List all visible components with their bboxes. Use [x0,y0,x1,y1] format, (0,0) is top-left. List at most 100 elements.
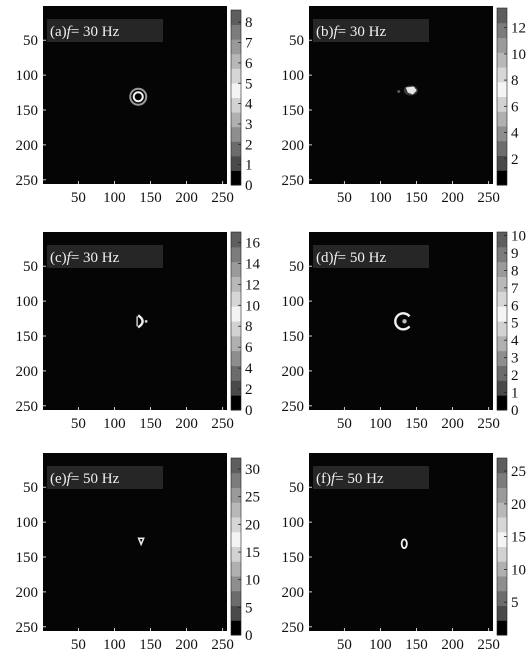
colorbar-segment [497,380,507,396]
colorbar-segment [231,53,241,69]
panel-label-prefix: (a) [50,24,67,40]
colorbar-tick-label: 16 [245,235,261,251]
panel-label-prefix: (b) [316,24,334,40]
panel-label-text: (f)f= 50 Hz [316,471,384,487]
inner-ring [132,91,144,103]
panel-label-box [47,19,163,42]
y-tick-label: 200 [16,585,39,601]
x-tick-label: 150 [139,637,162,653]
panel-label-text: (e)f= 50 Hz [50,471,120,487]
panel-label-box [313,19,429,42]
colorbar-segment [231,472,241,488]
colorbar-segment [497,140,507,156]
colorbar: 5 10 15 20 25 [496,457,526,636]
y-tick-label: 100 [16,68,39,84]
y-tick-label: 100 [282,515,305,531]
colorbar-segment [231,487,241,503]
x-tick-label: 200 [175,416,198,432]
colorbar-segment [231,24,241,40]
y-tick-label: 250 [16,173,39,189]
colorbar-segment [497,306,507,322]
x-tick-label: 100 [369,637,392,653]
x-tick-label: 250 [477,190,500,206]
colorbar-tick-label: 3 [511,351,519,367]
colorbar-segment [231,561,241,577]
colorbar-segment [497,487,507,503]
colorbar-segment [497,291,507,307]
colorbar-segment [231,141,241,157]
colorbar-segment [231,502,241,518]
colorbar-tick-label: 1 [511,386,519,402]
y-tick-label: 50 [23,259,38,275]
y-tick-label: 200 [16,364,39,380]
x-tick-label: 250 [211,416,234,432]
colorbar-segment [231,39,241,55]
colorbar-segment [497,365,507,381]
y-tick-label: 200 [282,585,305,601]
colorbar-tick-label: 10 [245,573,260,589]
colorbar-frame [496,7,508,186]
colorbar-tick-label: 12 [245,277,260,293]
colorbar-tick-label: 3 [245,117,253,133]
y-axis: 50 100 150 200 250 [282,480,312,636]
colorbar-tick-label: 8 [245,319,253,335]
c-ring-arc [394,312,411,331]
colorbar-segment [497,531,507,547]
x-axis: 50 100 150 200 250 [337,181,500,206]
colorbar-tick-label: 7 [245,36,253,52]
y-tick-label: 250 [282,173,305,189]
colorbar-tick-label: 8 [511,263,519,279]
panel-label-box [47,245,163,268]
colorbar-tick-label: 15 [511,530,526,546]
colorbar-tick-label: 8 [245,15,253,31]
colorbar-tick-label: 1 [245,158,253,174]
blob-core [405,86,417,95]
colorbar-tick-label: 4 [245,361,253,377]
colorbar-tick-label: 0 [245,403,253,419]
panel-label-variable: f [331,471,337,487]
y-tick-label: 200 [282,138,305,154]
colorbar-segment [231,10,241,26]
crescent-arc [137,314,144,329]
y-tick-label: 50 [23,480,38,496]
colorbar-tick-label: 4 [245,97,253,113]
colorbar-tick-label: 6 [245,340,253,356]
colorbar-tick-label: 20 [245,517,260,533]
colorbar-frame [230,457,242,636]
colorbar-segment [231,350,241,366]
colorbar-segment [231,126,241,142]
colorbar-segment [231,380,241,396]
y-tick-label: 150 [16,550,39,566]
colorbar-frame [230,231,242,411]
y-axis: 50 100 150 200 250 [282,259,312,415]
colorbar-segment [497,81,507,97]
y-axis: 50 100 150 200 250 [282,33,312,189]
colorbar-tick-label: 20 [511,497,526,513]
colorbar-tick-label: 15 [245,545,260,561]
colorbar-segment [497,321,507,337]
x-tick-label: 50 [337,637,352,653]
colorbar-tick-label: 30 [245,462,260,478]
panel-label: (c)f= 30 Hz [47,245,163,268]
x-tick-label: 50 [71,637,86,653]
colorbar-tick-label: 14 [245,256,261,272]
y-tick-label: 100 [282,68,305,84]
colorbar-segment [231,82,241,98]
feature-crescent [136,314,148,329]
colorbar-tick-label: 8 [511,73,519,89]
colorbar-tick-label: 10 [511,228,526,244]
colorbar-segment [497,620,507,636]
x-axis: 50 100 150 200 250 [71,181,234,206]
colorbar: 2 4 6 8 10 12 [496,7,526,186]
x-tick-label: 100 [103,637,126,653]
x-tick-label: 150 [405,637,428,653]
colorbar-segment [231,458,241,474]
x-tick-label: 150 [405,416,428,432]
colorbar-tick-label: 10 [511,562,526,578]
colorbar-segment [497,276,507,292]
colorbar-segment [231,531,241,547]
